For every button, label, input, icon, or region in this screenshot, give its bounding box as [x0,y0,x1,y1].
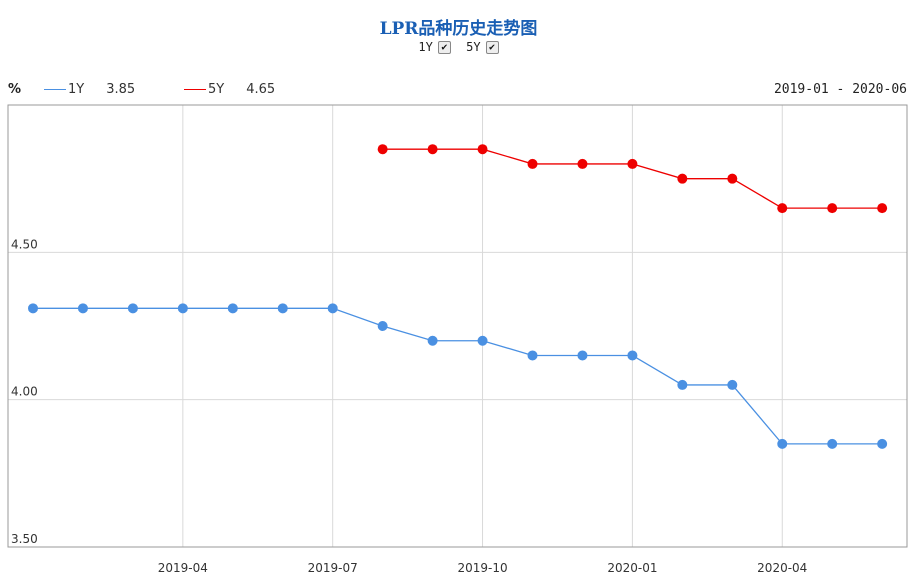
chart-title: LPR品种历史走势图 [379,19,538,39]
x-tick-label: 2020-01 [607,561,657,575]
y-tick-label: 3.50 [11,532,38,546]
data-point-5y[interactable] [527,158,538,169]
y-axis-ticks: 4.50 4.00 3.50 [11,237,38,546]
data-point-1y[interactable] [627,350,638,361]
data-point-5y[interactable] [577,158,588,169]
data-point-1y[interactable] [127,303,138,314]
y-unit-label: % [8,82,22,97]
toggle-1y-checkbox[interactable]: ✔ [437,40,451,54]
legend-1y-name: 1Y [68,82,85,97]
legend-5y[interactable]: 5Y 4.65 [184,82,275,97]
data-point-5y[interactable] [427,144,438,155]
legend-5y-value: 4.65 [246,82,276,97]
y-tick-label: 4.50 [11,237,38,251]
data-point-1y[interactable] [877,438,888,449]
data-point-5y[interactable] [727,173,738,184]
toggle-1y[interactable]: 1Y ✔ [418,40,451,54]
y-tick-label: 4.00 [11,385,38,399]
plot-frame [7,104,908,548]
toggle-1y-label: 1Y [418,40,433,54]
x-axis-ticks: 2019-04 2019-07 2019-10 2020-01 2020-04 [158,561,808,575]
data-point-1y[interactable] [577,350,588,361]
x-tick-label: 2019-07 [308,561,358,575]
data-point-1y[interactable] [677,379,688,390]
x-tick-label: 2019-04 [158,561,208,575]
legend-5y-swatch [184,89,206,90]
legend-1y-value: 3.85 [106,82,136,97]
legend-5y-name: 5Y [208,82,225,97]
series-toggles: 1Y ✔ 5Y ✔ [0,40,917,54]
series-line-1y [33,307,883,445]
data-point-1y[interactable] [477,335,488,346]
data-point-1y[interactable] [527,350,538,361]
date-range: 2019-01 - 2020-06 [773,82,907,97]
data-point-1y[interactable] [827,438,838,449]
data-point-5y[interactable] [827,203,838,214]
data-point-1y[interactable] [327,303,338,314]
data-point-5y[interactable] [777,203,788,214]
data-point-5y[interactable] [627,158,638,169]
data-point-5y[interactable] [677,173,688,184]
data-point-1y[interactable] [77,303,88,314]
data-point-5y[interactable] [477,144,488,155]
grid-lines [8,105,907,547]
x-tick-label: 2020-04 [757,561,807,575]
data-point-1y[interactable] [377,321,388,331]
data-point-1y[interactable] [28,303,38,314]
legend-1y-swatch [44,89,66,90]
legend-1y[interactable]: 1Y 3.85 [44,82,135,97]
data-point-5y[interactable] [877,203,888,214]
data-point-1y[interactable] [277,303,288,314]
data-point-1y[interactable] [177,303,188,314]
data-point-1y[interactable] [727,379,738,390]
data-point-5y[interactable] [377,144,388,155]
toggle-5y-label: 5Y [466,40,481,54]
series-layer [28,144,888,449]
data-point-1y[interactable] [777,438,788,449]
data-point-1y[interactable] [427,335,438,346]
toggle-5y-checkbox[interactable]: ✔ [485,40,499,54]
data-point-1y[interactable] [227,303,238,314]
x-tick-label: 2019-10 [457,561,507,575]
toggle-5y[interactable]: 5Y ✔ [466,40,499,54]
